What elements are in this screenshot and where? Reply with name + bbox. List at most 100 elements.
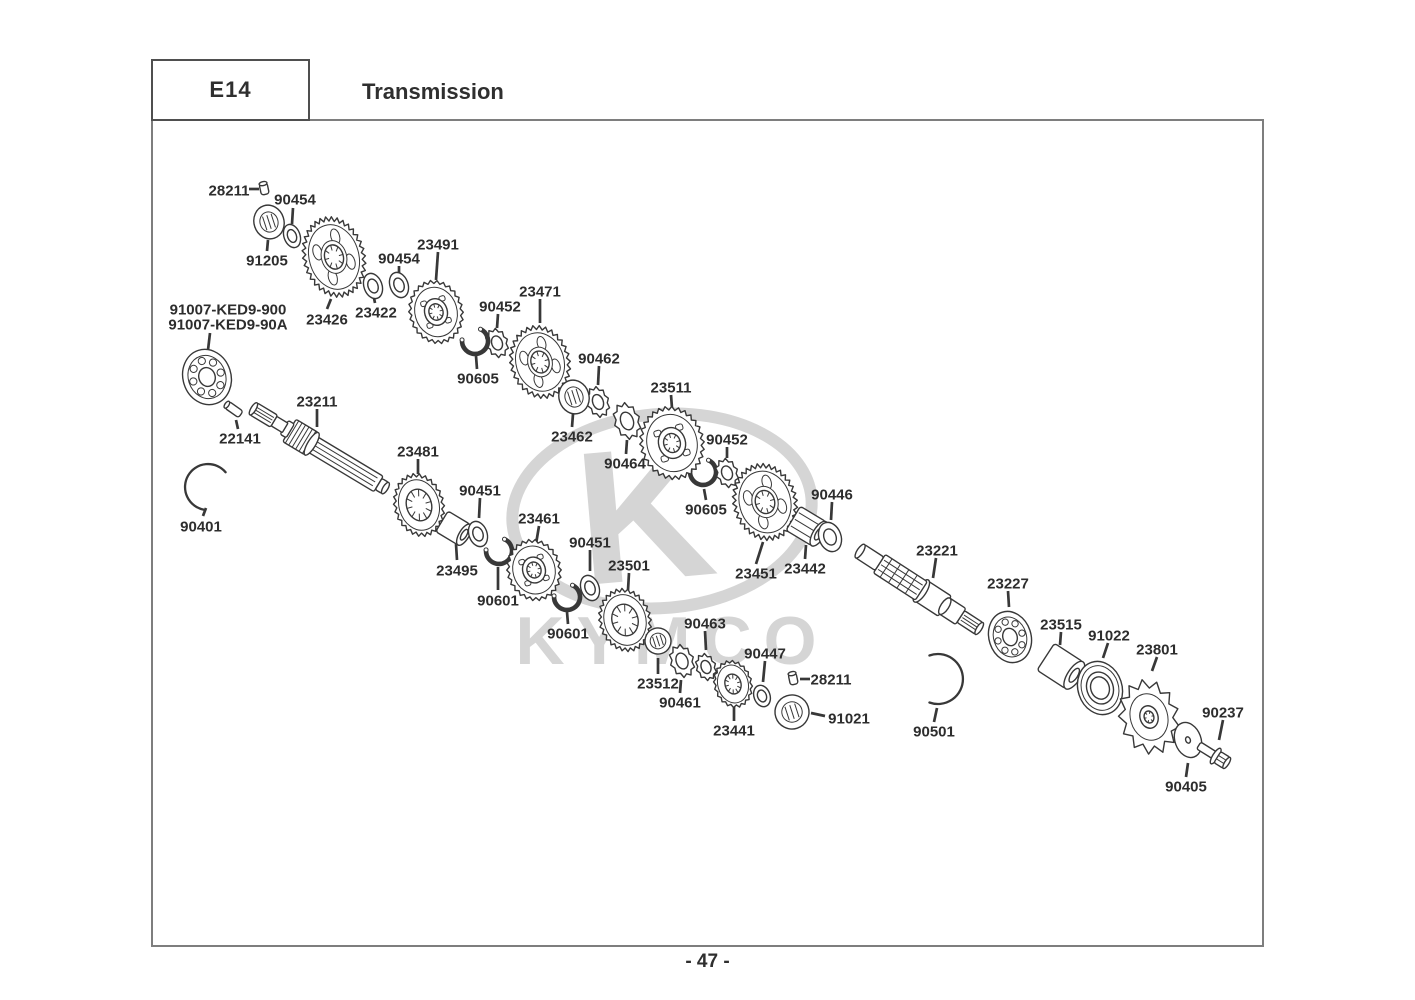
label-90454-1: 90454 [274,191,316,208]
label-23441-25: 23441 [713,722,755,739]
label-90463-24: 90463 [684,615,726,632]
part-90452-7 [484,327,510,359]
part-23227-39 [987,610,1033,664]
label-23462-37: 23462 [551,428,593,445]
label-23471-8: 23471 [519,283,561,300]
part-90237-44 [1196,742,1232,770]
leader-23451-29 [754,541,765,565]
label-90451-19: 90451 [569,534,611,551]
part-23511-34 [639,405,705,481]
part-23441-25 [712,659,754,709]
label-91021-28: 91021 [828,710,870,727]
part-91007-KED9-900-10 [181,348,233,406]
part-23451-29 [731,462,799,542]
part-23481-14 [392,472,446,538]
label-23442-30: 23442 [784,560,826,577]
label-90451-16: 90451 [459,482,501,499]
leader-90401-13 [201,507,208,517]
leader-23501-21 [626,572,631,591]
leader-90605-9 [474,355,479,370]
part-23461-18 [506,538,562,602]
part-90454-1 [282,223,302,249]
label-90237-44: 90237 [1202,704,1244,721]
page-title: Transmission [362,79,504,104]
leader-23801-42 [1150,656,1159,672]
leader-90446-31 [829,501,834,521]
label-90461-23: 90461 [659,694,701,711]
label-90601-20: 90601 [547,625,589,642]
part-23512-22 [644,627,672,655]
leader-90461-23 [678,679,683,694]
part-90446-31 [817,521,843,553]
label-23801-42: 23801 [1136,641,1178,658]
label-90601-17: 90601 [477,592,519,609]
leader-91205-2 [265,239,270,252]
part-90447-26 [752,684,772,708]
part-28211-27 [787,670,799,686]
part-28211-0 [258,180,270,196]
label-23512-22: 23512 [637,675,679,692]
leader-90451-16 [477,497,482,519]
part-90464-35 [612,401,642,441]
part-90461-23 [668,643,696,679]
label-23501-21: 23501 [608,557,650,574]
part-90605-9 [459,326,491,357]
leader-90447-26 [761,660,767,683]
label-23426-3: 23426 [306,311,348,328]
leader-90452-7 [495,313,500,329]
label-23481-14: 23481 [397,443,439,460]
part-23801-42 [1117,679,1181,755]
part-90451-16 [467,520,489,548]
leader-91022-41 [1101,642,1110,659]
part-90405-43 [1173,721,1203,759]
part-91021-28 [774,694,810,730]
label-23491-6: 23491 [417,236,459,253]
label-23451-29: 23451 [735,565,777,582]
label-91205-2: 91205 [246,252,288,269]
part-90601-17 [483,536,515,567]
part-23426-3 [301,216,367,298]
leader-23426-3 [325,298,333,310]
label-28211-27: 28211 [811,671,852,688]
leader-23495-15 [454,543,459,561]
label-91007-KED9-900-10: 91007-KED9-900 [170,301,287,318]
leader-91021-28 [810,711,826,718]
label-90454-5: 90454 [378,250,420,267]
label-28211-0: 28211 [209,182,250,199]
part-23221-38 [854,543,985,636]
leader-90405-43 [1184,762,1190,778]
label-23461-18: 23461 [518,510,560,527]
part-90401-13 [183,462,227,511]
label2-91007-KED9-90A-10: 91007-KED9-90A [168,316,287,333]
part-23491-6 [407,279,465,345]
leader-90601-20 [565,611,570,625]
label-90605-32: 90605 [685,501,727,518]
parts [181,180,1232,770]
label-90462-36: 90462 [578,350,620,367]
part-23422-4 [362,272,384,300]
label-90501-45: 90501 [913,723,955,740]
leader-23462-37 [570,413,575,428]
part-90451-19 [579,574,601,602]
label-90464-35: 90464 [604,455,646,472]
label-23495-15: 23495 [436,562,478,579]
part-23462-37 [558,379,590,415]
part-90601-20 [551,582,583,613]
section-code: E14 [209,77,252,102]
label-22141-11: 22141 [219,430,261,447]
label-23515-40: 23515 [1040,616,1082,633]
leader-23515-40 [1058,631,1063,646]
leader-90605-32 [702,488,708,501]
leader-90237-44 [1217,719,1225,741]
part-23211-12 [248,401,391,495]
label-90452-33: 90452 [706,431,748,448]
label-23422-4: 23422 [355,304,397,321]
label-91022-41: 91022 [1088,627,1130,644]
part-91205-2 [253,204,285,240]
leader-91007-KED9-900-10 [206,332,212,351]
part-90454-5 [388,271,410,299]
leader-90454-1 [290,207,295,225]
label-23511-34: 23511 [651,379,692,396]
